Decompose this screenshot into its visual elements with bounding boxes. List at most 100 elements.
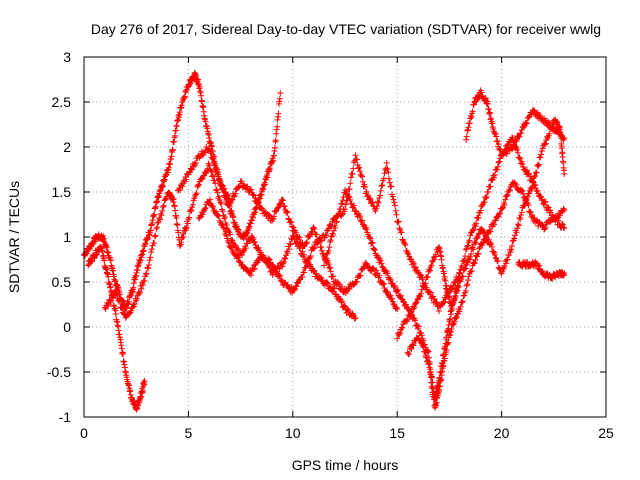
data-point-marker [462,287,469,294]
data-point-marker [380,175,387,182]
data-point-marker [336,295,343,302]
data-point-marker [141,277,148,284]
data-point-marker [532,173,539,180]
data-point-marker [220,224,227,231]
data-point-marker [192,192,199,199]
data-point-marker [287,241,294,248]
data-point-marker [560,159,567,166]
data-point-marker [523,119,530,126]
data-point-marker [332,224,339,231]
data-point-marker [272,137,279,144]
data-point-marker [192,159,199,166]
x-tick-labels: 0 5 10 15 20 25 [80,425,614,441]
data-point-marker [177,243,184,250]
data-point-marker [216,177,223,184]
data-point-marker [235,245,242,252]
data-point-marker [538,147,545,154]
data-point-marker [280,203,287,210]
data-point-marker [503,192,510,199]
data-point-marker [433,299,440,306]
data-point-marker [401,240,408,247]
data-point-marker [454,287,461,294]
data-point-marker [335,280,342,287]
data-point-marker [541,141,548,148]
data-point-marker [513,138,520,145]
data-point-marker [358,172,365,179]
data-point-marker [432,298,439,305]
data-point-marker [409,259,416,266]
data-point-marker [516,133,523,140]
data-point-marker [517,216,524,223]
data-point-marker [214,170,221,177]
data-point-marker [228,245,235,252]
data-point-marker [468,268,475,275]
data-point-marker [295,233,302,240]
data-point-marker [547,209,554,216]
data-point-marker [309,225,316,232]
data-point-marker [202,204,209,211]
data-point-marker [339,200,346,207]
data-point-marker [307,253,314,260]
data-point-marker [290,286,297,293]
data-point-marker [101,257,108,264]
data-point-marker [533,109,540,116]
data-point-marker [228,237,235,244]
data-point-marker [366,195,373,202]
data-point-marker [376,272,383,279]
y-tick-labels: -1 -0.5 0 0.5 1 1.5 2 2.5 3 [47,49,71,425]
data-point-marker [310,245,317,252]
data-point-marker [347,196,354,203]
data-point-marker [112,311,119,318]
data-point-marker [269,261,276,268]
data-point-marker [107,297,114,304]
data-point-marker [475,231,482,238]
data-point-marker [303,240,310,247]
data-point-marker [491,251,498,258]
data-point-marker [134,292,141,299]
data-point-marker [532,185,539,192]
data-point-marker [218,200,225,207]
data-point-marker [504,142,511,149]
data-point-marker [304,260,311,267]
data-point-marker [251,265,258,272]
data-point-marker [422,280,429,287]
data-point-marker [188,207,195,214]
data-point-marker [429,293,436,300]
data-point-marker [504,256,511,263]
y-tick-label: 0.5 [52,274,72,290]
data-point-marker [534,162,541,169]
data-point-marker [206,162,213,169]
data-point-marker [418,286,425,293]
data-point-marker [286,240,293,247]
data-point-marker [349,170,356,177]
data-point-marker [380,280,387,287]
data-point-marker [345,307,352,314]
data-point-marker [412,317,419,324]
data-point-marker [511,235,518,242]
data-point-marker [277,272,284,279]
series-sat-track-H [463,87,568,159]
data-point-marker [287,218,294,225]
data-point-marker [457,303,464,310]
data-point-marker [463,133,470,140]
data-point-marker [406,312,413,319]
data-point-marker [145,265,152,272]
data-point-marker [275,110,282,117]
data-point-marker [252,241,259,248]
data-point-marker [534,187,541,194]
data-point-marker [520,124,527,131]
data-point-marker [410,342,417,349]
data-point-marker [410,305,417,312]
data-point-marker [462,253,469,260]
data-point-marker [538,193,545,200]
data-point-marker [233,247,240,254]
data-point-marker [398,295,405,302]
data-point-marker [422,352,429,359]
data-point-marker [522,167,529,174]
data-point-marker [391,283,398,290]
data-point-marker [464,281,471,288]
data-point-marker [527,185,534,192]
data-point-marker [284,250,291,257]
data-point-marker [289,223,296,230]
data-point-marker [519,161,526,168]
